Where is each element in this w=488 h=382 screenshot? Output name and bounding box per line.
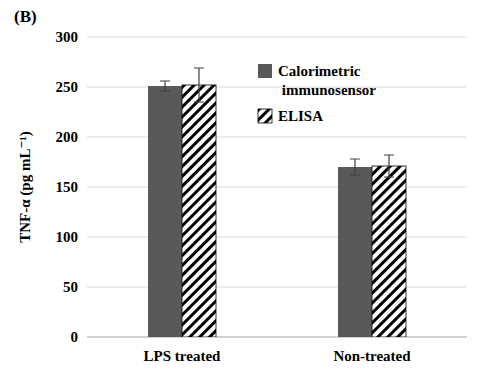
error-bar xyxy=(384,155,394,177)
y-tick-label: 200 xyxy=(56,129,79,145)
error-bar xyxy=(350,159,360,175)
bar xyxy=(372,166,406,337)
legend-label: Calorimetric immunosensor xyxy=(278,63,376,98)
bar xyxy=(148,86,182,337)
grid-line xyxy=(87,137,467,138)
bars xyxy=(148,85,406,337)
y-tick-label: 250 xyxy=(56,79,79,95)
bar xyxy=(338,167,372,337)
panel-label: (B) xyxy=(14,7,37,26)
bar xyxy=(182,85,216,337)
error-bar xyxy=(160,81,170,91)
grid-line xyxy=(87,187,467,188)
x-tick-label: Non-treated xyxy=(333,348,411,364)
legend-label: ELISA xyxy=(278,108,323,124)
y-tick-label: 300 xyxy=(56,29,79,45)
y-axis-label: TNF-α (pg mL⁻¹) xyxy=(17,131,34,243)
chart: (B) 0 50 100 150 200 250 300 TNF-α (pg mL⁻¹) LPS … xyxy=(0,0,488,382)
y-tick-label: 50 xyxy=(63,279,78,295)
chart-container: (B) 0 50 100 150 200 250 300 TNF-α (pg mL⁻¹) LPS … xyxy=(0,0,488,382)
error-bar xyxy=(194,68,204,102)
grid-line xyxy=(87,237,467,238)
grid-line xyxy=(87,87,467,88)
legend-swatch xyxy=(258,109,272,123)
grid-line xyxy=(87,287,467,288)
legend-swatch xyxy=(258,64,272,78)
y-tick-label: 100 xyxy=(56,229,79,245)
grid-line xyxy=(87,337,467,338)
y-tick-label: 150 xyxy=(56,179,79,195)
grid-line xyxy=(87,37,467,38)
x-tick-label: LPS treated xyxy=(144,348,221,364)
y-tick-label: 0 xyxy=(71,329,79,345)
